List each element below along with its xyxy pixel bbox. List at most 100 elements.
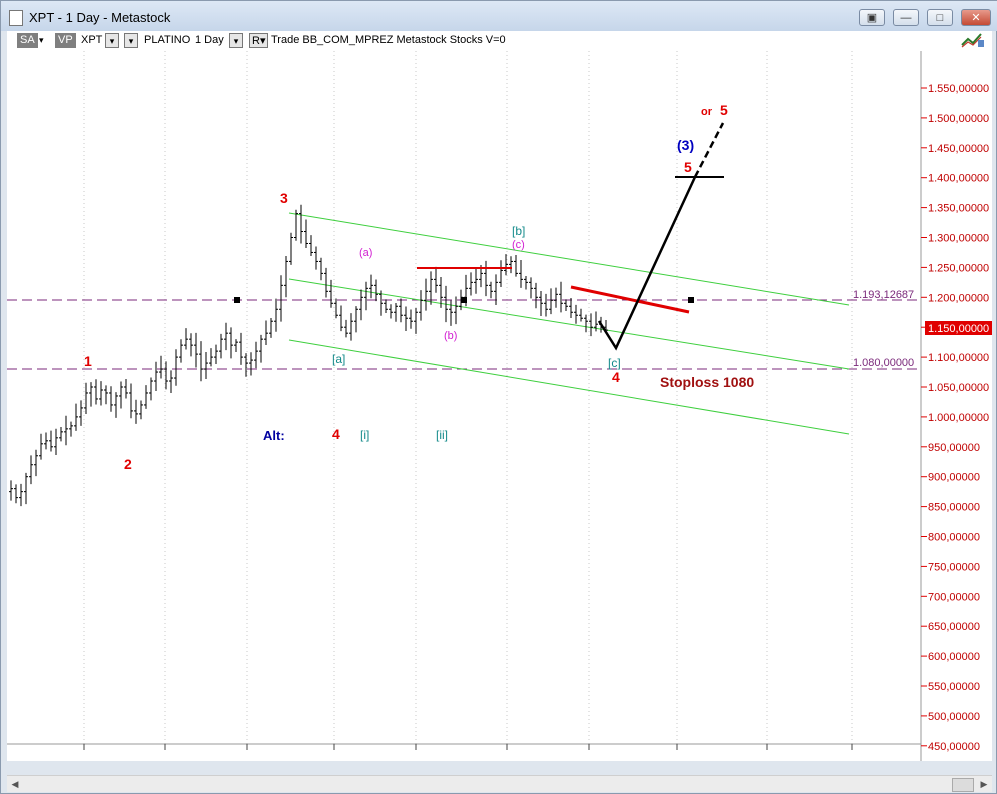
vp-button[interactable]: VP	[55, 33, 76, 48]
price-bar	[284, 255, 288, 298]
price-bar	[194, 332, 198, 368]
minimize-button[interactable]: —	[893, 9, 919, 26]
line-label-1080: 1.080,00000	[853, 357, 914, 369]
scroll-thumb[interactable]	[952, 778, 974, 792]
price-bar	[169, 370, 173, 394]
price-bar	[19, 483, 23, 507]
price-tick-label: 1.550,00000	[928, 83, 989, 95]
line-anchor-left[interactable]	[234, 297, 240, 303]
price-bar	[49, 430, 53, 452]
price-bar	[499, 260, 503, 287]
channel-middle[interactable]	[288, 278, 850, 370]
horizontal-scrollbar[interactable]: ◀ ▶	[7, 775, 992, 792]
price-bar	[34, 449, 38, 477]
chart-svg: 1.550,00000 1.500,00000 1.450,00000 1.400,0…	[7, 51, 992, 775]
channel-upper[interactable]	[288, 212, 850, 306]
line-anchor-mid[interactable]	[461, 297, 467, 303]
price-bar	[39, 433, 43, 460]
price-bar	[119, 381, 123, 409]
wave-label-4: 4	[612, 369, 620, 385]
projection-dashed[interactable]	[693, 122, 725, 178]
stoploss-label: Stoploss 1080	[660, 374, 754, 390]
price-bar	[289, 232, 293, 265]
price-bar	[424, 278, 428, 311]
chart-settings-icon[interactable]	[961, 31, 985, 48]
price-tick-label: 800,00000	[928, 532, 980, 544]
wave-label-5-alt: 5	[720, 102, 728, 118]
sa-dropdown-icon[interactable]: ▾	[39, 35, 44, 45]
price-tick-label: 1.500,00000	[928, 113, 989, 125]
price-bar	[349, 313, 353, 341]
price-tick-label: 700,00000	[928, 591, 980, 603]
price-bar	[129, 383, 133, 419]
red-trendline[interactable]	[570, 285, 690, 314]
price-bar	[374, 279, 378, 302]
maximize-button[interactable]: □	[927, 9, 953, 26]
price-bar	[529, 277, 533, 299]
line-anchor-right[interactable]	[688, 297, 694, 303]
price-bar	[244, 353, 248, 377]
price-bar	[369, 274, 373, 299]
toolbar-info-text: Trade BB_COM_MPREZ Metastock Stocks V=0	[271, 34, 506, 46]
price-bar	[269, 317, 273, 338]
restore-chart-button[interactable]: ▣	[859, 9, 885, 26]
price-bar	[344, 319, 348, 338]
sa-button[interactable]: SA	[17, 33, 38, 48]
symbol-dropdown-icon[interactable]: ▾	[105, 33, 119, 48]
period-dropdown-icon[interactable]: ▾	[229, 33, 243, 48]
price-tick-label: 450,00000	[928, 741, 980, 753]
scroll-right-icon[interactable]: ▶	[980, 779, 988, 789]
price-tick-label: 1.300,00000	[928, 233, 989, 245]
wave-label-b-paren: (b)	[444, 330, 457, 342]
price-bar	[104, 385, 108, 405]
price-bar	[259, 334, 263, 363]
price-bar	[564, 299, 568, 312]
name-dropdown-icon[interactable]: ▾	[124, 33, 138, 48]
price-bar	[509, 256, 513, 274]
price-bar	[254, 341, 258, 369]
price-bar	[504, 254, 508, 276]
price-bar	[139, 400, 143, 420]
price-tick-label: 1.400,00000	[928, 173, 989, 185]
symbol-label: XPT	[81, 34, 103, 46]
price-bar	[304, 219, 308, 249]
grid-lines	[83, 51, 853, 744]
wave-label-alt-4: 4	[332, 426, 340, 442]
projection-path[interactable]	[597, 176, 697, 351]
price-bar	[554, 287, 558, 308]
price-bar	[559, 281, 563, 313]
price-bar	[359, 289, 363, 321]
price-bar	[64, 415, 68, 446]
time-axis: dic2021febmaraprmaggiulugagoset	[83, 744, 869, 775]
price-bar	[159, 355, 163, 379]
channel-lower[interactable]	[288, 339, 850, 435]
price-bar	[249, 352, 253, 376]
price-bar	[434, 266, 438, 293]
current-price-label: 1.150,00000	[928, 323, 989, 335]
price-tick-label: 600,00000	[928, 651, 980, 663]
wave-label-ii: [ii]	[436, 428, 448, 442]
price-bar	[184, 328, 188, 350]
price-bar	[209, 348, 213, 367]
price-bar	[569, 298, 573, 318]
price-bar	[179, 339, 183, 363]
close-button[interactable]: ✕	[961, 9, 991, 26]
price-bar	[79, 400, 83, 426]
price-bar	[474, 268, 478, 294]
price-tick-label: 900,00000	[928, 472, 980, 484]
price-chart[interactable]: 1.550,00000 1.500,00000 1.450,00000 1.400,0…	[7, 51, 992, 775]
price-bar	[534, 282, 538, 309]
price-bar	[399, 298, 403, 323]
price-bar	[204, 352, 208, 379]
price-tick-label: 500,00000	[928, 711, 980, 723]
price-bar	[234, 339, 238, 353]
r-button[interactable]: R▾	[249, 33, 269, 48]
price-bar	[579, 308, 583, 322]
price-bar	[239, 332, 243, 365]
scroll-left-icon[interactable]: ◀	[11, 779, 19, 789]
price-bar	[174, 349, 178, 386]
price-bar	[164, 361, 168, 390]
price-bar	[449, 300, 453, 326]
price-bar	[294, 209, 298, 241]
